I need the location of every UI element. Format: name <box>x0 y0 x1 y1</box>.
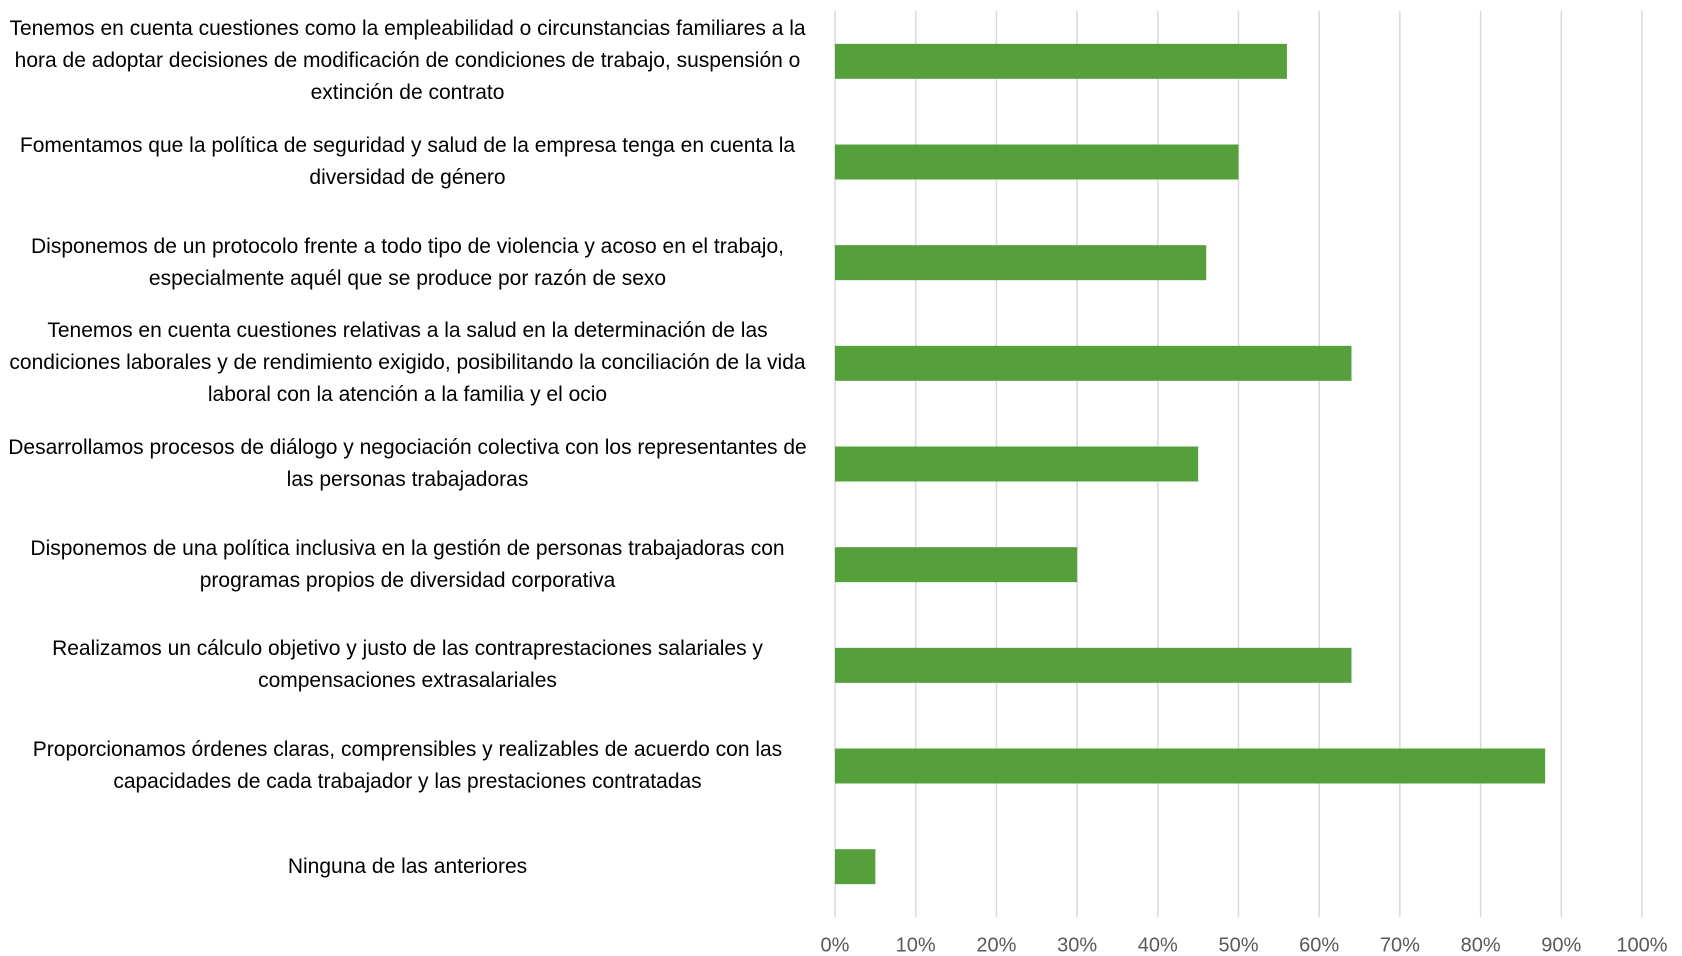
y-tick-label: Disponemos de una política inclusiva en … <box>30 536 785 592</box>
x-tick-label: 70% <box>1380 934 1420 956</box>
x-tick-label: 40% <box>1138 934 1178 956</box>
x-tick-label: 50% <box>1218 934 1258 956</box>
y-tick-label: Ninguna de las anteriores <box>287 854 528 878</box>
bar <box>835 345 1352 381</box>
y-tick-label: Tenemos en cuenta cuestiones como la emp… <box>9 17 806 105</box>
bar <box>835 446 1199 482</box>
x-tick-label: 60% <box>1299 934 1339 956</box>
y-tick-label: Tenemos en cuenta cuestiones relativas a… <box>9 319 806 407</box>
y-tick-label: Disponemos de un protocolo frente a todo… <box>31 234 784 290</box>
bar <box>835 849 876 885</box>
bar <box>835 647 1352 683</box>
x-tick-label: 30% <box>1057 934 1097 956</box>
y-tick-label: Desarrollamos procesos de diálogo y nego… <box>8 435 807 491</box>
x-tick-label: 80% <box>1461 934 1501 956</box>
x-tick-label: 0% <box>821 934 850 956</box>
bar <box>835 144 1239 180</box>
bar <box>835 245 1207 281</box>
y-tick-label: Realizamos un cálculo objetivo y justo d… <box>52 637 763 693</box>
y-tick-label: Fomentamos que la política de seguridad … <box>19 133 796 189</box>
x-tick-label: 90% <box>1541 934 1581 956</box>
y-tick-label: Proporcionamos órdenes claras, comprensi… <box>32 737 783 793</box>
x-tick-label: 100% <box>1616 934 1667 956</box>
bar <box>835 748 1546 784</box>
bar <box>835 43 1287 79</box>
x-tick-label: 10% <box>896 934 936 956</box>
bar <box>835 547 1078 583</box>
x-tick-label: 20% <box>976 934 1016 956</box>
